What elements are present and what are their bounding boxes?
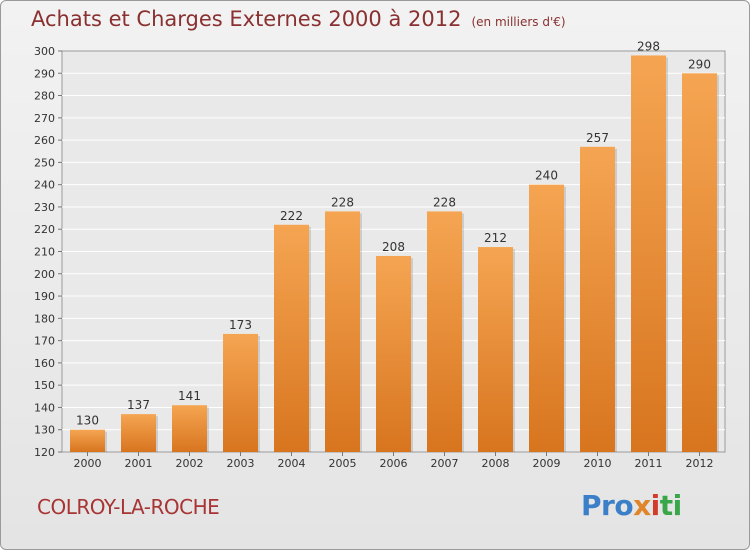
- chart-title: Achats et Charges Externes 2000 à 2012 (e…: [31, 7, 566, 31]
- y-tick-label: 270: [34, 112, 55, 125]
- bar-value-label: 141: [178, 389, 201, 403]
- x-tick-label: 2005: [329, 457, 357, 470]
- x-tick-label: 2004: [278, 457, 306, 470]
- y-tick-label: 280: [34, 90, 55, 103]
- bar-value-label: 222: [280, 209, 303, 223]
- bar-value-label: 290: [688, 57, 711, 71]
- bars: 130 137 141 173 222 228 208 228 212 240 257 298 290: [70, 39, 719, 453]
- bar: [682, 73, 717, 453]
- y-tick-label: 130: [34, 424, 55, 437]
- x-tick-label: 2001: [125, 457, 153, 470]
- x-tick-label: 2002: [176, 457, 204, 470]
- logo-part: x: [633, 489, 651, 522]
- x-tick-label: 2011: [635, 457, 663, 470]
- x-axis: 2000 2001 2002 2003 2004 2005 2006 2007 2008 2009…: [74, 452, 714, 470]
- y-tick-label: 170: [34, 335, 55, 348]
- logo-part: i: [650, 489, 661, 522]
- y-tick-label: 140: [34, 401, 55, 414]
- x-tick-label: 2006: [380, 457, 408, 470]
- bar: [376, 255, 411, 452]
- bar-value-label: 257: [586, 131, 609, 145]
- x-tick-label: 2008: [482, 457, 510, 470]
- y-tick-label: 230: [34, 201, 55, 214]
- x-tick-label: 2003: [227, 457, 255, 470]
- y-tick-label: 210: [34, 246, 55, 259]
- bar-value-label: 212: [484, 231, 507, 245]
- y-tick-label: 180: [34, 312, 55, 325]
- bar-value-label: 208: [382, 240, 405, 254]
- bar: [223, 333, 258, 452]
- bar: [121, 414, 156, 452]
- x-tick-label: 2010: [584, 457, 612, 470]
- bar-value-label: 298: [637, 39, 660, 53]
- bar: [631, 55, 666, 452]
- bar: [70, 429, 105, 452]
- bar: [529, 184, 564, 452]
- y-tick-label: 290: [34, 67, 55, 80]
- x-tick-label: 2007: [431, 457, 459, 470]
- logo-part: Pro: [581, 489, 634, 522]
- bar: [580, 146, 615, 453]
- chart-title-text: Achats et Charges Externes 2000 à 2012: [31, 7, 462, 31]
- bar-value-label: 173: [229, 318, 252, 332]
- y-tick-label: 190: [34, 290, 55, 303]
- chart-unit: (en milliers d'€): [471, 15, 566, 29]
- bar: [427, 211, 462, 452]
- x-tick-label: 2012: [686, 457, 714, 470]
- logo-part: ti: [659, 489, 682, 522]
- bar-value-label: 228: [433, 195, 456, 209]
- proxiti-logo: Proxiti: [581, 489, 682, 522]
- y-tick-label: 200: [34, 268, 55, 281]
- bar: [478, 247, 513, 452]
- x-tick-label: 2000: [74, 457, 102, 470]
- y-tick-label: 120: [34, 446, 55, 459]
- bar-value-label: 228: [331, 195, 354, 209]
- bar-value-label: 130: [76, 414, 99, 428]
- x-tick-label: 2009: [533, 457, 561, 470]
- y-tick-label: 260: [34, 134, 55, 147]
- bar: [274, 224, 309, 452]
- y-tick-label: 220: [34, 223, 55, 236]
- bar-value-label: 137: [127, 398, 150, 412]
- bar: [172, 405, 207, 452]
- y-tick-label: 250: [34, 156, 55, 169]
- town-name: COLROY-LA-ROCHE: [37, 495, 220, 519]
- y-tick-label: 160: [34, 357, 55, 370]
- y-tick-label: 240: [34, 179, 55, 192]
- bar: [325, 211, 360, 452]
- y-tick-label: 150: [34, 379, 55, 392]
- y-axis: 120 130 140 150 160 170 180 190 200 210 220 230 240 2…: [34, 45, 62, 459]
- y-tick-label: 300: [34, 45, 55, 58]
- bar-value-label: 240: [535, 169, 558, 183]
